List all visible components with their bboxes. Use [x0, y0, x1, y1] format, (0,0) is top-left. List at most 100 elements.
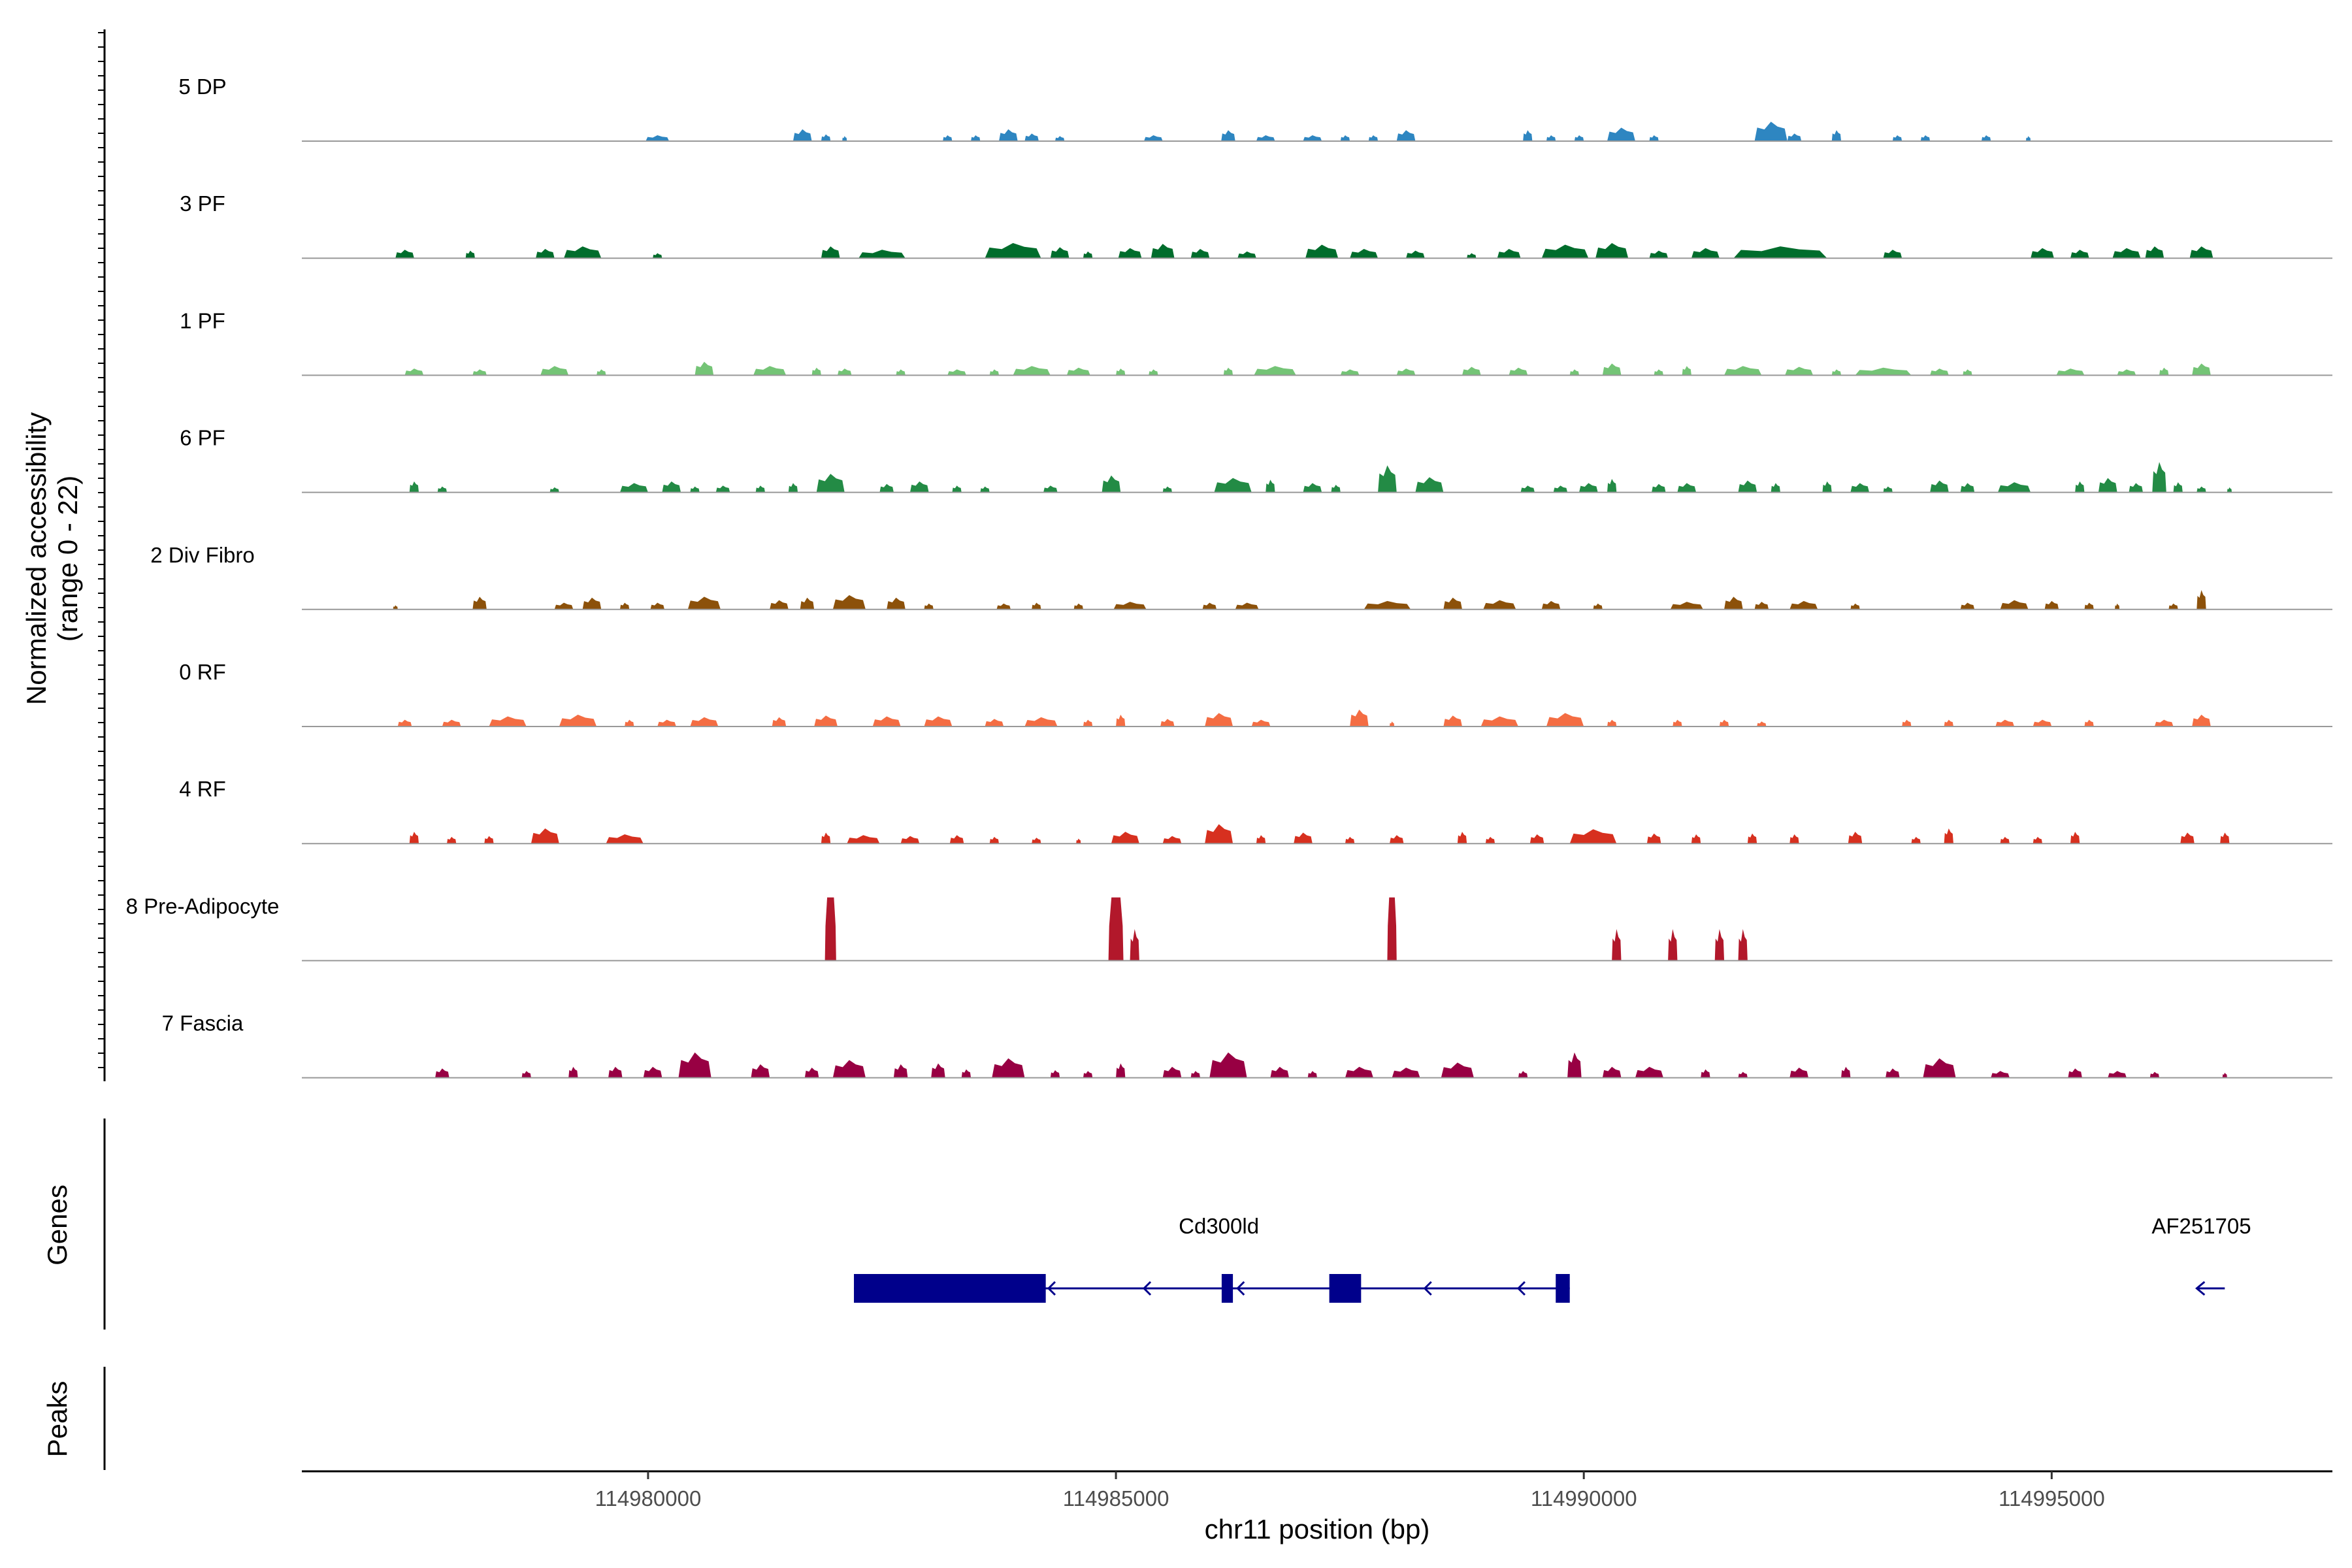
- coverage-peak: [606, 834, 644, 844]
- x-tick-label: 114990000: [1531, 1486, 1637, 1511]
- coverage-peak: [1467, 253, 1477, 259]
- coverage-peak: [1350, 249, 1379, 259]
- coverage-peak: [1831, 130, 1842, 141]
- coverage-peak: [465, 250, 475, 259]
- track-label: 0 RF: [179, 660, 226, 684]
- coverage-peak: [1991, 1071, 2010, 1078]
- coverage-peak: [2112, 248, 2141, 259]
- coverage-peak: [1602, 363, 1622, 376]
- coverage-peak: [2084, 602, 2094, 610]
- coverage-peak: [1190, 1071, 1200, 1078]
- coverage-peak: [2197, 590, 2206, 610]
- coverage-peak: [931, 1063, 945, 1078]
- coverage-peak: [2075, 481, 2085, 493]
- coverage-peak: [653, 253, 662, 259]
- x-axis-ticks: 114980000 114985000 114990000 114995000: [595, 1471, 2105, 1511]
- coverage-peak: [409, 481, 419, 493]
- coverage-peak: [1073, 603, 1083, 610]
- coverage-peak: [2227, 487, 2232, 493]
- coverage-peak: [896, 369, 906, 376]
- coverage-peak: [1256, 835, 1266, 844]
- coverage-peak: [2145, 246, 2164, 259]
- coverage-peak: [1223, 367, 1233, 376]
- coverage-peak: [435, 1068, 449, 1078]
- coverage-peak: [678, 1052, 711, 1078]
- coverage-peak: [1483, 600, 1516, 610]
- coverage-peak: [2117, 369, 2136, 376]
- coverage-peak: [1160, 719, 1175, 727]
- coverage-peak: [1841, 1066, 1851, 1078]
- track-4-rf: 4 RF: [179, 777, 2332, 845]
- coverage-peak: [1076, 838, 1081, 844]
- coverage-peak: [1541, 244, 1589, 259]
- coverage-peak: [1083, 251, 1093, 259]
- coverage-peak: [1209, 1052, 1247, 1078]
- coverage-peak: [753, 366, 787, 376]
- coverage-peak: [1567, 1052, 1582, 1078]
- coverage-peak: [1789, 834, 1799, 844]
- coverage-peak: [1652, 483, 1666, 493]
- coverage-peak: [568, 1066, 578, 1078]
- coverage-peak: [447, 836, 457, 844]
- coverage-peak: [1960, 602, 1975, 610]
- coverage-peak: [564, 246, 602, 259]
- coverage-peak: [2115, 603, 2120, 610]
- coverage-peak: [814, 715, 838, 727]
- coverage-peak: [842, 136, 847, 141]
- coverage-peak: [2220, 832, 2230, 844]
- coverage-peak: [397, 719, 412, 727]
- coverage-peak: [1553, 485, 1568, 493]
- coverage-peak: [1822, 481, 1832, 493]
- coverage-peak: [800, 597, 815, 610]
- coverage-peak: [2152, 462, 2166, 493]
- coverage-peak: [1569, 829, 1617, 844]
- coverage-peak: [1149, 369, 1158, 376]
- coverage-peak: [395, 250, 414, 259]
- coverage-peak: [832, 595, 866, 610]
- coverage-peak: [1013, 366, 1051, 376]
- peaks-section-label: Peaks: [42, 1381, 73, 1458]
- coverage-peak: [837, 368, 852, 376]
- coverage-peak: [619, 602, 630, 610]
- coverage-peak: [900, 836, 920, 844]
- coverage-peak: [909, 481, 929, 493]
- coverage-peak: [1892, 135, 1903, 141]
- coverage-peak: [536, 249, 555, 259]
- coverage-peak: [1303, 135, 1322, 141]
- coverage-peak: [2033, 836, 2042, 844]
- coverage-peak: [952, 485, 962, 493]
- coverage-peak: [971, 135, 981, 141]
- coverage-peak: [393, 605, 398, 610]
- coverage-peak: [2159, 367, 2169, 376]
- coverage-peak: [2129, 483, 2143, 493]
- x-tick-label: 114995000: [1999, 1486, 2105, 1511]
- strand-arrow: [1142, 1281, 1152, 1296]
- coverage-peak: [772, 717, 787, 727]
- track-5-dp: 5 DP: [178, 74, 2332, 142]
- coverage-peak: [1738, 1071, 1748, 1078]
- coverage-peak: [1670, 602, 1703, 610]
- coverage-peak: [608, 1066, 623, 1078]
- coverage-peak: [1668, 928, 1678, 961]
- coverage-peak: [1235, 602, 1259, 610]
- coverage-peak: [662, 481, 681, 493]
- track-label: 3 PF: [180, 191, 225, 216]
- coverage-peak: [1831, 369, 1842, 376]
- coverage-peak: [1190, 249, 1210, 259]
- track-2-div-fibro: 2 Div Fibro: [150, 543, 2332, 610]
- coverage-peak: [643, 1066, 662, 1078]
- coverage-peak: [2000, 600, 2029, 610]
- coverage-peak: [924, 716, 953, 727]
- x-tick-label: 114985000: [1063, 1486, 1169, 1511]
- coverage-peak: [1754, 602, 1769, 610]
- track-label: 1 PF: [180, 308, 225, 333]
- coverage-peak: [1649, 135, 1659, 141]
- coverage-peak: [1944, 828, 1953, 844]
- peaks-section: Peaks: [42, 1367, 106, 1470]
- coverage-peak: [2154, 719, 2174, 727]
- coverage-peak: [1541, 600, 1561, 610]
- coverage-peak: [1673, 719, 1682, 727]
- coverage-peak: [999, 129, 1018, 141]
- gene-name-label: Cd300ld: [1179, 1214, 1259, 1238]
